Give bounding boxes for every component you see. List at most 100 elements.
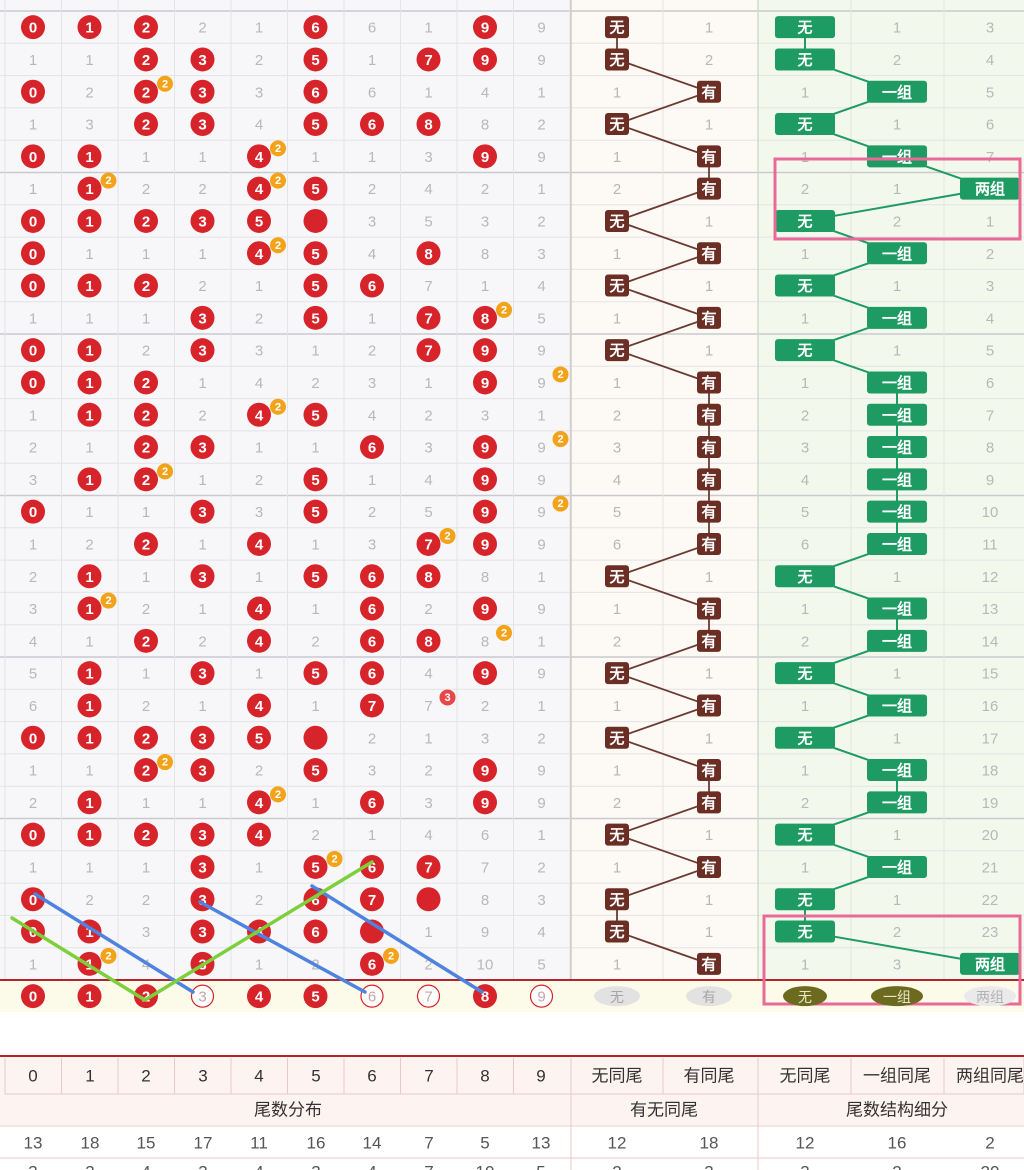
- hit-ball-label: 0: [29, 730, 37, 747]
- miss-value: 8: [481, 117, 489, 134]
- same-tail-miss-value: 2: [705, 52, 713, 69]
- total-value: 11: [250, 1134, 268, 1153]
- structure-miss-value: 2: [801, 407, 809, 424]
- total-value: 13: [532, 1134, 551, 1153]
- structure-miss-value: 23: [982, 924, 999, 941]
- hit-ball-label: 5: [311, 472, 319, 489]
- hit-ball-label: 5: [255, 730, 263, 747]
- miss-value: 3: [481, 213, 489, 230]
- miss-value: 3: [85, 117, 93, 134]
- structure-tag: [960, 177, 1020, 200]
- miss-value: 2: [29, 795, 37, 812]
- miss-value: 3: [537, 892, 545, 909]
- hit-ball-label: 1: [85, 213, 93, 230]
- structure-miss-value: 1: [893, 827, 901, 844]
- hit-ball: [303, 79, 328, 104]
- same-tail-tag-label: 无: [608, 666, 624, 683]
- miss-value: 4: [255, 375, 263, 392]
- structure-miss-value: 1: [801, 763, 809, 780]
- miss-value: 9: [537, 440, 545, 457]
- miss-value: 2: [481, 698, 489, 715]
- structure-tag-label: 两组: [975, 955, 1005, 973]
- structure-miss-value: 1: [893, 666, 901, 683]
- same-tail-tag-label: 有: [701, 697, 716, 715]
- structure-miss-value: 3: [986, 20, 994, 37]
- same-tail-no-tag: [605, 565, 629, 588]
- miss-value: 1: [537, 84, 545, 101]
- miss-value: 8: [481, 892, 489, 909]
- same-tail-miss-value: 2: [613, 407, 621, 424]
- repeat-badge-label: 3: [444, 692, 450, 704]
- hit-ball: [360, 693, 384, 718]
- structure-tag-label: 无: [796, 52, 812, 69]
- hit-ball: [416, 564, 441, 589]
- hit-ball-label: 9: [481, 666, 489, 683]
- same-tail-yes-tag: [697, 177, 721, 200]
- repeat-badge-label: 2: [557, 434, 563, 446]
- miss-value: 2: [537, 859, 545, 876]
- footer-header-bg: [0, 1057, 1024, 1125]
- hit-ball: [360, 273, 384, 298]
- repeat-badge: [270, 237, 286, 254]
- miss-value: 1: [142, 795, 150, 812]
- partial-row-value: 7: [424, 1163, 433, 1170]
- miss-value: 1: [85, 246, 93, 263]
- hit-ball: [303, 273, 328, 298]
- hit-ball-label: 6: [311, 924, 319, 941]
- structure-miss-value: 3: [893, 956, 901, 973]
- miss-value: 1: [311, 343, 319, 360]
- hit-ball-label: 0: [29, 504, 37, 521]
- miss-value: 1: [142, 310, 150, 327]
- same-tail-miss-value: 6: [613, 536, 621, 553]
- total-value: 12: [608, 1134, 627, 1153]
- miss-value: 1: [368, 149, 376, 166]
- partial-row-value: 4: [254, 1163, 263, 1170]
- miss-value: 1: [311, 149, 319, 166]
- miss-value: 1: [29, 956, 37, 973]
- hit-ball: [473, 144, 497, 169]
- hit-ball-label: 3: [198, 52, 206, 69]
- partial-row-value: 5: [536, 1163, 545, 1170]
- miss-value: 1: [537, 407, 545, 424]
- miss-value: 5: [537, 310, 545, 327]
- hit-ball-label: 6: [368, 440, 376, 457]
- hit-ball-label: 7: [424, 52, 432, 69]
- same-tail-tag-label: 无: [608, 278, 624, 295]
- hit-ball: [473, 758, 497, 783]
- miss-value: 1: [368, 472, 376, 489]
- same-tail-no-tag: [605, 209, 629, 232]
- hit-ball: [473, 531, 497, 556]
- miss-value: 1: [142, 569, 150, 586]
- hit-ball-label: 6: [368, 795, 376, 812]
- same-tail-miss-value: 1: [705, 827, 713, 844]
- hit-ball: [21, 370, 45, 395]
- miss-value: 2: [198, 278, 206, 295]
- hit-ball: [303, 919, 328, 944]
- hit-ball: [360, 854, 384, 879]
- hit-ball-label: 1: [85, 698, 93, 715]
- miss-value: 4: [537, 278, 545, 295]
- miss-value: 1: [368, 827, 376, 844]
- same-tail-tag-label: 有: [701, 794, 716, 812]
- hit-ball: [21, 338, 45, 363]
- same-tail-tag-label: 无: [608, 117, 624, 134]
- miss-value: 2: [537, 213, 545, 230]
- hit-ball-label: 2: [142, 633, 150, 650]
- total-value: 18: [81, 1134, 100, 1153]
- total-value: 16: [307, 1134, 326, 1153]
- hit-ball: [134, 47, 158, 72]
- repeat-badge-label: 2: [501, 304, 507, 316]
- repeat-badge: [326, 850, 343, 867]
- same-tail-miss-value: 1: [613, 698, 621, 715]
- structure-miss-value: 1: [893, 20, 901, 37]
- repeat-badge: [270, 140, 286, 157]
- structure-tag-label: 无: [796, 892, 812, 909]
- miss-value: 9: [537, 601, 545, 618]
- repeat-badge-label: 2: [275, 789, 281, 801]
- miss-value: 2: [311, 375, 319, 392]
- miss-value: 4: [481, 84, 489, 101]
- structure-tag-label: 一组: [882, 83, 912, 101]
- hit-ball-label: 9: [481, 20, 489, 37]
- repeat-badge-label: 2: [444, 530, 450, 542]
- trend-line-blue: [33, 892, 195, 994]
